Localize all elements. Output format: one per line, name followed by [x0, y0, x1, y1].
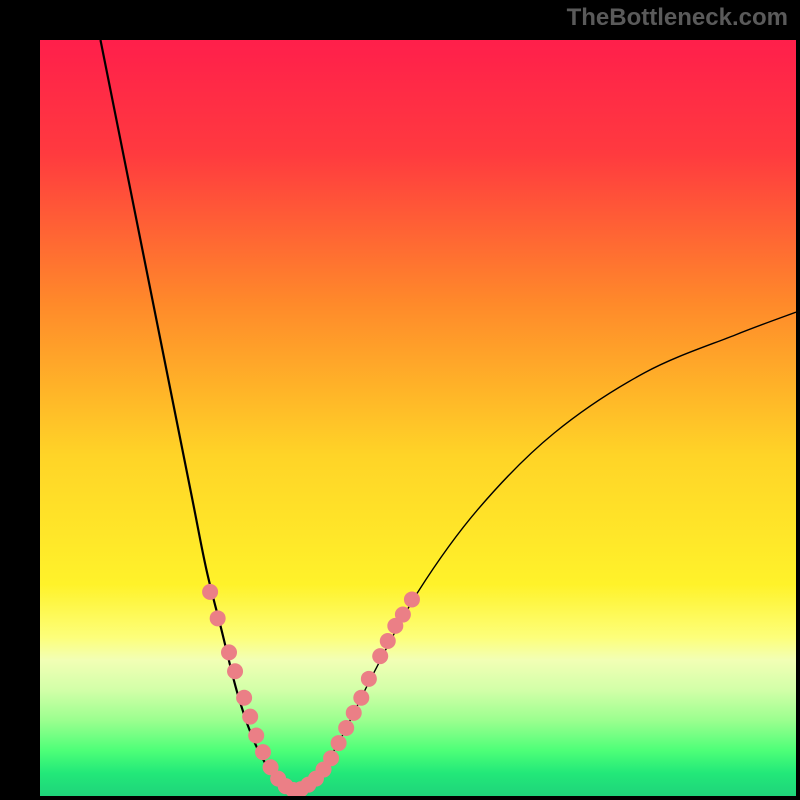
data-marker [227, 663, 243, 679]
watermark-text: TheBottleneck.com [567, 4, 788, 32]
data-marker [210, 610, 226, 626]
data-marker [331, 735, 347, 751]
data-marker [221, 644, 237, 660]
data-marker [372, 648, 388, 664]
data-marker [353, 690, 369, 706]
data-marker [242, 709, 258, 725]
data-marker [323, 750, 339, 766]
data-marker [255, 744, 271, 760]
data-marker [404, 591, 420, 607]
data-marker [380, 633, 396, 649]
data-marker [338, 720, 354, 736]
plot-area [40, 40, 796, 796]
data-marker [346, 705, 362, 721]
data-marker [236, 690, 252, 706]
data-marker [361, 671, 377, 687]
plot-svg [40, 40, 796, 796]
canvas-root: TheBottleneck.com [0, 0, 800, 800]
data-marker [395, 607, 411, 623]
data-marker [248, 728, 264, 744]
gradient-background [40, 40, 796, 796]
data-marker [202, 584, 218, 600]
